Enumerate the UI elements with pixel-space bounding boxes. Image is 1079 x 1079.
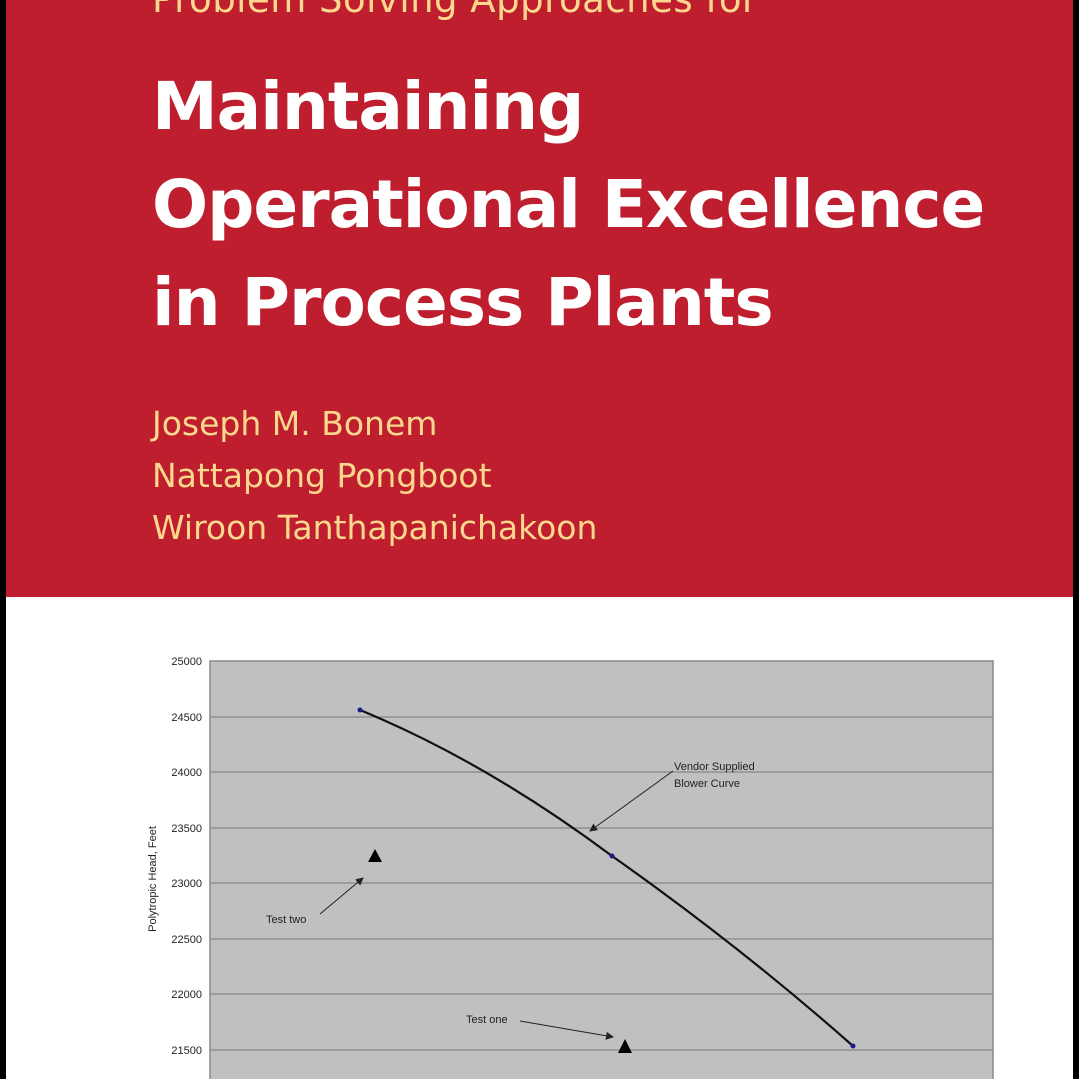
svg-text:22500: 22500 (171, 934, 202, 946)
cover-header: Problem Solving Approaches for Maintaini… (6, 0, 1073, 597)
svg-text:21500: 21500 (171, 1045, 202, 1057)
svg-text:Blower Curve: Blower Curve (674, 778, 740, 790)
author-list: Joseph M. Bonem Nattapong Pongboot Wiroo… (152, 398, 597, 554)
book-cover: Problem Solving Approaches for Maintaini… (6, 0, 1073, 1079)
series-line: Problem Solving Approaches for (152, 0, 758, 21)
svg-text:Test two: Test two (266, 914, 306, 926)
y-axis-label: Polytropic Head, Feet (147, 826, 159, 932)
svg-text:Test one: Test one (466, 1014, 508, 1026)
title-line-3: in Process Plants (152, 264, 774, 341)
svg-text:23000: 23000 (171, 878, 202, 890)
test-two-marker (368, 849, 382, 862)
test-one-marker (618, 1039, 632, 1053)
blower-curve-chart: 25000 24500 24000 23500 23000 22500 2200… (6, 597, 1073, 1079)
title-line-1: Maintaining (152, 68, 584, 145)
svg-text:Vendor Supplied: Vendor Supplied (674, 761, 755, 773)
svg-text:22000: 22000 (171, 989, 202, 1001)
book-title: Maintaining Operational Excellence in Pr… (152, 58, 985, 352)
svg-text:24500: 24500 (171, 712, 202, 724)
plot-area (209, 660, 994, 1079)
author-3: Wiroon Tanthapanichakoon (152, 508, 598, 547)
svg-text:24000: 24000 (171, 767, 202, 779)
svg-text:23500: 23500 (171, 823, 202, 835)
author-1: Joseph M. Bonem (152, 404, 438, 443)
y-axis-ticks: 25000 24500 24000 23500 23000 22500 2200… (171, 656, 202, 1057)
svg-text:25000: 25000 (171, 656, 202, 668)
gridlines (210, 716, 993, 1051)
author-2: Nattapong Pongboot (152, 456, 492, 495)
title-line-2: Operational Excellence (152, 166, 985, 243)
